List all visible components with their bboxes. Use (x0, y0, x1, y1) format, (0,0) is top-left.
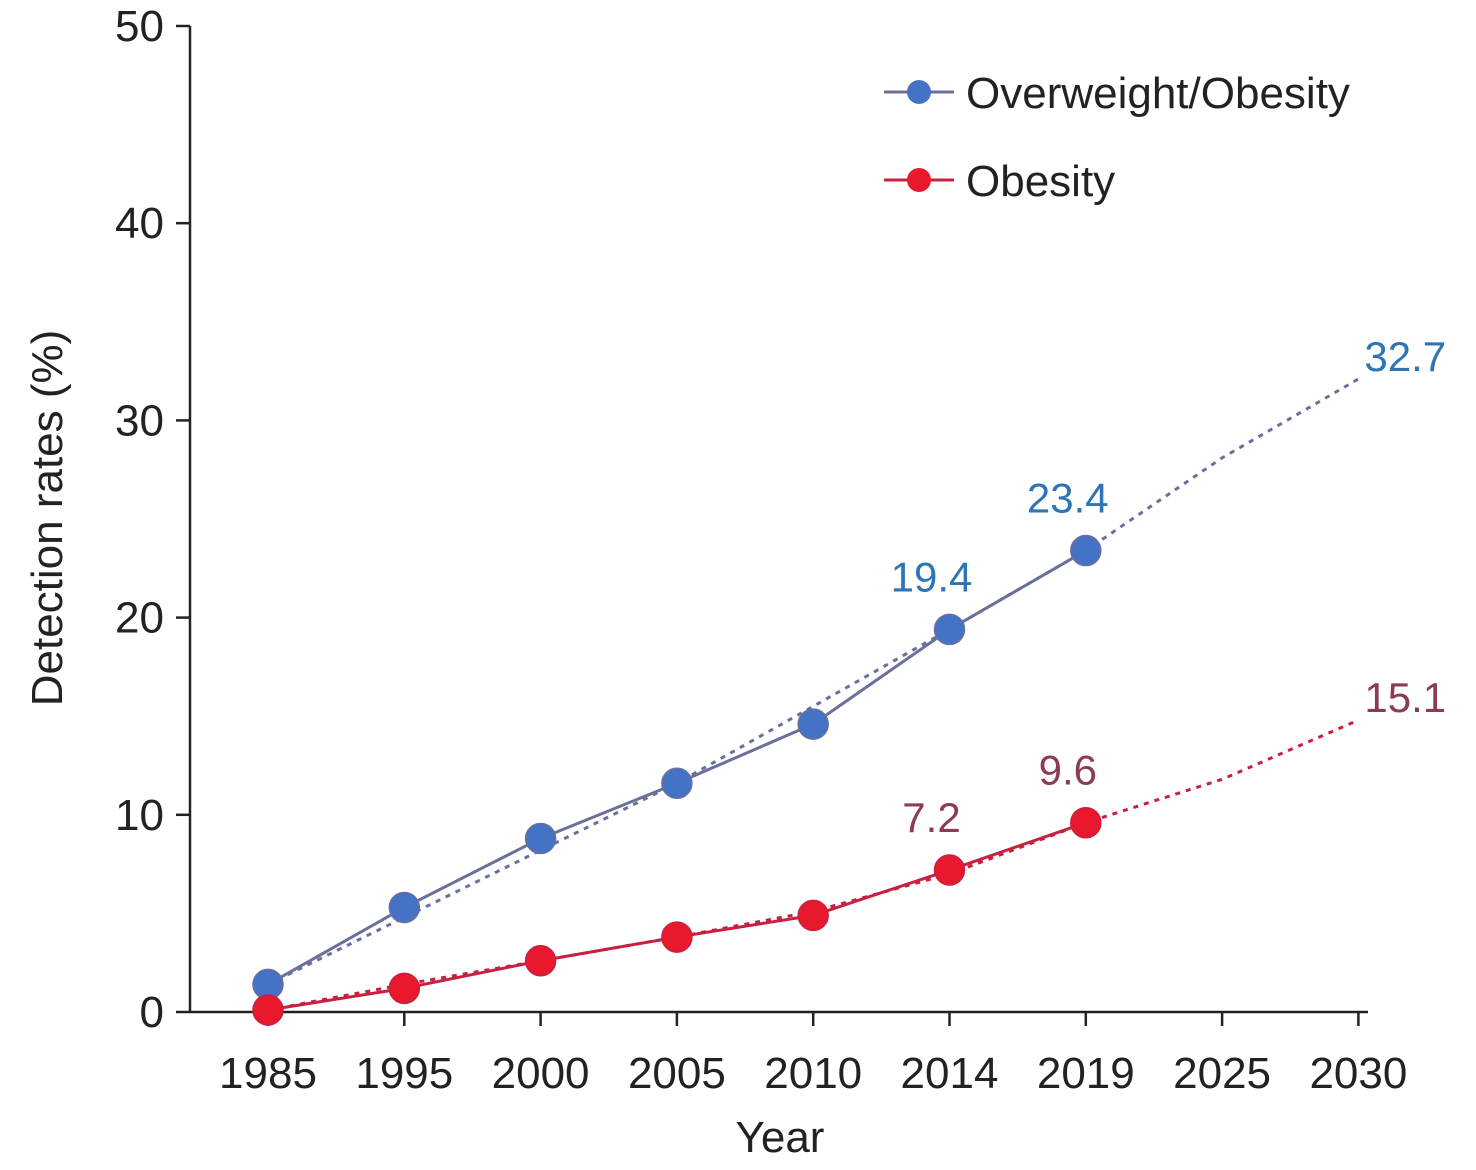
data-point (933, 854, 966, 886)
series-obesity (252, 718, 1359, 1026)
y-tick-label: 10 (115, 791, 164, 840)
y-axis-title: Detection rates (%) (23, 330, 72, 707)
x-axis-title: Year (736, 1113, 825, 1162)
legend-label: Overweight/Obesity (966, 69, 1350, 118)
data-point (661, 921, 693, 953)
x-tick-label: 1995 (355, 1049, 453, 1098)
data-point (388, 891, 421, 924)
data-point (797, 708, 829, 740)
series-overweight-obesity (252, 377, 1360, 1001)
data-point (797, 899, 829, 932)
data-point (524, 944, 557, 977)
data-point (252, 994, 284, 1026)
legend-label: Obesity (966, 157, 1115, 206)
x-tick-label: 2025 (1173, 1049, 1271, 1098)
y-tick-label: 20 (115, 594, 164, 643)
data-label: 23.4 (1027, 475, 1109, 522)
x-tick-label: 2030 (1309, 1049, 1407, 1098)
trend-line (267, 377, 1360, 986)
legend: Overweight/Obesity Obesity (884, 69, 1350, 206)
projection-label: 15.1 (1364, 674, 1446, 721)
x-tick-label: 2014 (901, 1049, 999, 1098)
data-point (1070, 534, 1102, 567)
data-label: 7.2 (902, 794, 960, 841)
data-label: 19.4 (891, 553, 973, 600)
y-tick-label: 50 (115, 2, 164, 51)
x-tick-label: 2000 (492, 1049, 590, 1098)
legend-swatch-marker (907, 80, 931, 104)
data-point (661, 767, 693, 799)
y-tick-label: 30 (115, 396, 164, 445)
x-tick-label: 2005 (628, 1049, 726, 1098)
data-labels: 19.4 23.4 32.7 7.2 9.6 15.1 (891, 333, 1447, 841)
series-line (267, 549, 1087, 986)
legend-swatch-marker (907, 168, 931, 192)
y-tick-label: 40 (115, 199, 164, 248)
series-layer (252, 377, 1360, 1026)
x-tick-label: 2010 (764, 1049, 862, 1098)
data-point (933, 613, 966, 646)
legend-item: Overweight/Obesity (884, 69, 1350, 118)
y-tick-label: 0 (140, 988, 164, 1037)
projection-label: 32.7 (1364, 333, 1446, 380)
trend-line (267, 718, 1359, 1012)
data-label: 9.6 (1039, 747, 1097, 794)
data-point (524, 822, 557, 855)
x-tick-label: 2019 (1037, 1049, 1135, 1098)
data-point (388, 972, 421, 1005)
x-tick-label: 1985 (219, 1049, 317, 1098)
legend-item: Obesity (884, 157, 1115, 206)
data-point (1070, 806, 1102, 839)
